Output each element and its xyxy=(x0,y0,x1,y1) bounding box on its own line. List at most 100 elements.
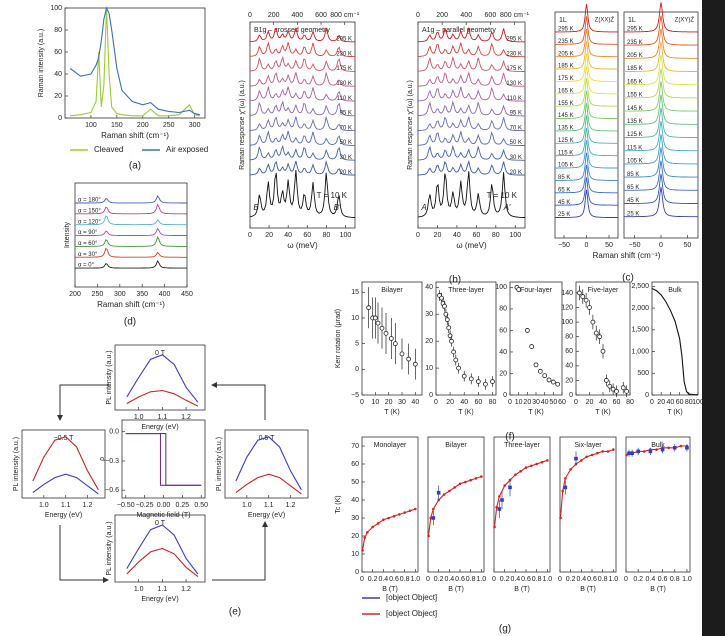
point xyxy=(388,336,394,341)
series-label: 185 K xyxy=(558,64,574,70)
y-tick-label: 0.0 xyxy=(109,429,119,436)
spectrum xyxy=(624,41,698,72)
panel-title: 1L xyxy=(628,17,636,24)
x-tick-label: 400 xyxy=(159,291,171,298)
x-tick-label: 10 xyxy=(515,399,523,406)
spectrum-base xyxy=(249,169,356,218)
series-label: 135 K xyxy=(627,119,643,125)
x-tick-label: 200 xyxy=(137,122,149,129)
spectrum xyxy=(555,28,618,58)
point xyxy=(596,451,599,455)
series-label: α = 150° xyxy=(78,208,101,214)
y-tick-label: 30 xyxy=(425,311,433,318)
spectrum xyxy=(75,203,187,215)
point xyxy=(603,378,609,383)
caption: (b) xyxy=(449,275,461,286)
point xyxy=(453,486,456,489)
series-line xyxy=(32,473,99,495)
x-tick-label: 40 xyxy=(541,399,549,406)
spectrum xyxy=(418,115,526,132)
spectrum xyxy=(624,173,698,204)
x-tick-label: 60 xyxy=(303,232,311,239)
series-label: 295 K xyxy=(558,27,574,33)
plot-frame xyxy=(417,21,526,229)
peak-label: B′ xyxy=(334,203,341,212)
spectrum xyxy=(417,55,525,72)
x-tick-label: 0.8 xyxy=(466,576,476,583)
series-label: 175 K xyxy=(506,66,522,72)
point xyxy=(447,333,453,339)
y-tick-label: 40 xyxy=(54,71,62,78)
x-tick-label: 0.4 xyxy=(378,576,388,583)
series-label: 295 K xyxy=(506,37,522,43)
spectrum xyxy=(249,41,355,58)
point xyxy=(500,498,504,502)
x-tick-label: 100 xyxy=(85,122,97,129)
point xyxy=(546,459,549,462)
x-axis-label: T (K) xyxy=(667,409,682,416)
panel-title: Monolayer xyxy=(374,442,407,449)
point xyxy=(585,455,588,459)
x-tick-label: 1.0 xyxy=(682,576,692,583)
x-tick-label: 0 xyxy=(434,399,438,406)
y-tick-label: −0.3 xyxy=(105,458,119,465)
peak-label: A xyxy=(420,203,426,212)
x-tick-label: −0.50 xyxy=(117,502,135,509)
x-tick-label: 0.2 xyxy=(500,576,510,583)
series-label: 175 K xyxy=(336,66,352,72)
y-tick-label: 1,500 xyxy=(631,327,649,334)
x-tick-label: 80 xyxy=(489,399,497,406)
point xyxy=(461,373,467,379)
y-axis-label: PL intensity (a.u.) xyxy=(13,437,20,491)
point xyxy=(587,305,592,310)
y-tick-label: 70 xyxy=(351,443,359,450)
x2-tick-label: 200 xyxy=(436,12,448,19)
x-tick-label: 350 xyxy=(136,291,148,298)
plot-frame xyxy=(224,429,309,499)
series-line xyxy=(70,7,200,117)
x-tick-label: 1.1 xyxy=(158,586,168,593)
x-tick-label: 0.4 xyxy=(444,576,454,583)
x-tick-label: 450 xyxy=(181,291,193,298)
plot-frame xyxy=(509,281,563,396)
x-tick-label: 50 xyxy=(549,399,557,406)
point xyxy=(601,450,604,453)
point xyxy=(583,297,589,303)
panel-title: Bilayer xyxy=(445,442,467,449)
spectrum xyxy=(624,147,698,178)
x-tick-label: 80 xyxy=(626,399,634,406)
point xyxy=(685,446,689,450)
series-label: α = 30° xyxy=(78,252,98,258)
x-axis-label: Energy (eV) xyxy=(45,512,82,519)
x-axis-label: T (K) xyxy=(458,409,473,416)
spectrum xyxy=(250,26,355,43)
y-tick-label: 40 xyxy=(351,497,359,504)
point xyxy=(590,319,596,325)
series-label: 125 K xyxy=(627,132,643,138)
y-tick-label: 20 xyxy=(499,370,507,377)
point xyxy=(448,489,451,493)
x-tick-label: 0.2 xyxy=(633,576,643,583)
point xyxy=(550,379,556,385)
x2-tick-label: 0 xyxy=(416,12,420,19)
x-tick-label: 0.6 xyxy=(587,576,597,583)
x-axis-label: T (K) xyxy=(528,409,543,416)
point xyxy=(480,475,483,478)
annotation: Z(XX)Z̄ xyxy=(595,17,615,24)
y-tick-label: 15 xyxy=(351,289,359,296)
spectrum xyxy=(75,194,187,204)
spectrum xyxy=(624,134,698,165)
point xyxy=(530,464,533,468)
y-tick-label: 20 xyxy=(565,377,573,384)
x-axis-label: Energy (eV) xyxy=(141,596,178,603)
x-tick-label: 1.0 xyxy=(134,586,144,593)
y-tick-label: 2,500 xyxy=(631,283,649,290)
spectrum xyxy=(250,160,355,176)
x-tick-label: 0.2 xyxy=(566,576,576,583)
plot-frame xyxy=(64,7,206,119)
x-tick-label: 60 xyxy=(676,399,684,406)
plot-frame xyxy=(114,514,206,583)
panel-title: −0.5 T xyxy=(54,435,75,442)
series-label: 50 K xyxy=(510,140,522,146)
series-label: 235 K xyxy=(558,39,574,45)
